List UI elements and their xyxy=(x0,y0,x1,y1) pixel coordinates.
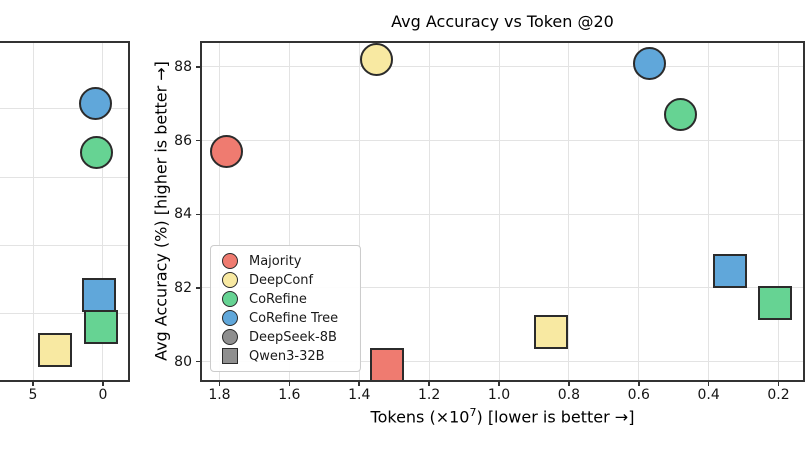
left-cropped-axes xyxy=(0,41,130,382)
x-axis-label: Tokens (×107) [lower is better →] xyxy=(200,406,805,426)
x-tick-mark xyxy=(32,382,34,386)
legend-label: CoRefine xyxy=(249,291,307,307)
legend: Majority DeepConf CoRefine CoRefine Tree Dee… xyxy=(210,245,361,372)
x-tick-label: 1.8 xyxy=(208,387,231,403)
y-tick-label: 86 xyxy=(174,132,192,149)
legend-label: DeepConf xyxy=(249,272,314,288)
point-deepconf-deepseek-8b xyxy=(360,43,394,77)
x-tick-mark xyxy=(638,382,640,386)
gridline-horizontal xyxy=(0,107,128,109)
legend-label: Qwen3-32B xyxy=(249,348,325,364)
legend-item-deepseek-8b: DeepSeek-8B xyxy=(222,329,352,345)
x-tick-label: 0.2 xyxy=(767,387,790,403)
gridline-vertical xyxy=(498,43,500,380)
gridline-vertical xyxy=(32,43,34,380)
point-corefine-tree-qwen3-32b xyxy=(712,254,747,289)
legend-circle-marker-icon xyxy=(222,253,238,269)
legend-item-corefine: CoRefine xyxy=(222,291,352,307)
y-tick-mark xyxy=(196,213,200,215)
y-tick-mark xyxy=(196,287,200,289)
gridline-horizontal xyxy=(0,313,128,315)
point-deepconf-qwen3-32b xyxy=(37,333,72,367)
point-corefine-qwen3-32b xyxy=(758,285,793,320)
gridline-vertical xyxy=(102,43,104,380)
x-axis-label-post: ) [lower is better →] xyxy=(476,407,635,427)
point-majority-qwen3-32b xyxy=(370,348,405,380)
x-axis-label-superscript: 7 xyxy=(469,406,477,419)
x-axis-label-pre: Tokens (×10 xyxy=(370,407,470,427)
gridline-horizontal xyxy=(202,66,803,68)
y-tick-mark xyxy=(196,360,200,363)
gridline-horizontal xyxy=(202,287,803,289)
gridline-vertical xyxy=(708,43,710,380)
legend-item-corefine-tree: CoRefine Tree xyxy=(222,310,352,326)
y-tick-label: 82 xyxy=(174,279,192,296)
point-majority-deepseek-8b xyxy=(209,135,243,169)
legend-label: CoRefine Tree xyxy=(249,310,339,326)
y-tick-label: 80 xyxy=(174,353,192,370)
y-tick-label: 88 xyxy=(174,58,192,75)
gridline-vertical xyxy=(428,43,430,380)
legend-item-majority: Majority xyxy=(222,253,352,269)
legend-label: DeepSeek-8B xyxy=(249,329,337,345)
legend-item-qwen3-32b: Qwen3-32B xyxy=(222,348,352,364)
x-tick-label: 1.6 xyxy=(278,387,301,403)
legend-square-marker-icon xyxy=(222,348,238,364)
x-tick-label: 0.6 xyxy=(627,387,650,403)
legend-circle-marker-icon xyxy=(222,291,238,307)
y-tick-mark xyxy=(196,139,200,142)
legend-circle-marker-icon xyxy=(222,329,238,345)
legend-item-deepconf: DeepConf xyxy=(222,272,352,288)
x-tick-label: 1.2 xyxy=(417,387,441,403)
x-tick-label: 1.4 xyxy=(348,387,371,403)
legend-circle-marker-icon xyxy=(222,272,238,288)
x-tick-mark xyxy=(707,382,710,386)
gridline-vertical xyxy=(778,43,780,380)
point-corefine-tree-deepseek-8b xyxy=(632,46,666,80)
point-corefine-tree-qwen3-32b xyxy=(81,278,116,313)
x-tick-mark xyxy=(498,382,500,386)
x-tick-mark xyxy=(358,382,360,386)
x-tick-label: 5 xyxy=(28,387,38,403)
point-corefine-deepseek-8b xyxy=(664,98,698,132)
point-deepconf-qwen3-32b xyxy=(534,315,569,350)
y-tick-label: 84 xyxy=(174,206,192,223)
x-tick-label: 0.8 xyxy=(557,387,580,403)
x-tick-mark xyxy=(568,382,570,386)
x-tick-label: 0.4 xyxy=(697,387,720,403)
gridline-horizontal xyxy=(202,213,803,215)
x-tick-mark xyxy=(102,382,104,386)
point-corefine-qwen3-32b xyxy=(83,310,118,345)
legend-circle-marker-icon xyxy=(222,310,238,326)
chart-title: Avg Accuracy vs Token @20 xyxy=(391,12,614,31)
gridline-horizontal xyxy=(0,176,128,178)
gridline-horizontal xyxy=(0,244,128,246)
point-corefine-tree-deepseek-8b xyxy=(79,87,113,121)
gridline-horizontal xyxy=(202,361,803,363)
x-tick-mark xyxy=(777,382,780,386)
x-tick-label: 1.0 xyxy=(487,387,511,403)
point-corefine-deepseek-8b xyxy=(80,136,114,170)
gridline-vertical xyxy=(358,43,360,380)
x-tick-mark xyxy=(288,382,291,386)
gridline-vertical xyxy=(288,43,290,380)
gridline-vertical xyxy=(218,43,220,380)
x-tick-mark xyxy=(218,382,221,386)
gridline-horizontal xyxy=(202,140,803,142)
gridline-vertical xyxy=(638,43,640,380)
x-tick-mark xyxy=(428,382,430,386)
x-tick-label: 0 xyxy=(98,387,108,403)
y-tick-mark xyxy=(196,66,200,68)
legend-label: Majority xyxy=(249,253,302,269)
gridline-vertical xyxy=(568,43,570,380)
